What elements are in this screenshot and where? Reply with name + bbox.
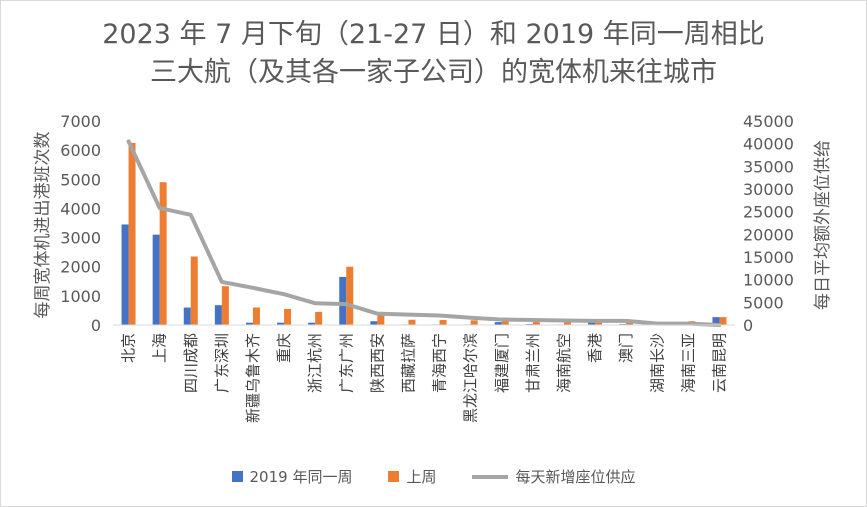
bar-2019 [370,321,378,325]
bar-2019 [245,322,253,325]
x-category-label: 青海西宁 [431,333,449,393]
bar-2019 [588,321,596,325]
bar-last-week [470,320,478,325]
chart-title-line-2: 三大航（及其各一家子公司）的宽体机来往城市 [150,57,717,88]
x-category-label: 海南航空 [555,333,573,393]
x-category-label: 香港 [586,333,604,363]
x-category-label: 新疆乌鲁木齐 [244,333,262,423]
y-right-tick-label: 0 [743,316,753,335]
x-category-label: 上海 [151,333,169,363]
bar-last-week [128,142,136,325]
y-axis-right-title: 每日平均额外座位供给 [813,140,833,310]
legend-swatch-daily-seats [472,474,509,479]
y-right-tick-label: 30000 [743,180,794,199]
x-category-label: 广东广州 [337,333,355,393]
legend-label-2019: 2019 年同一周 [249,468,353,486]
y-left-tick-label: 1000 [60,287,101,306]
bar-last-week [252,307,260,325]
y-right-tick-label: 5000 [743,293,784,312]
legend-swatch-last-week [388,471,400,482]
x-category-label: 澳门 [617,333,635,363]
bar-last-week [626,322,634,325]
bar-2019 [308,322,316,325]
bar-2019 [339,276,347,325]
x-category-label: 甘肃兰州 [524,333,542,393]
daily-seats-line [126,139,722,327]
bar-last-week [439,320,447,325]
y-left-tick-label: 4000 [60,199,101,218]
y-left-tick-label: 2000 [60,258,101,277]
bar-2019 [277,322,285,325]
x-category-label: 云南昆明 [710,333,728,393]
x-category-label: 西藏拉萨 [399,333,417,393]
x-category-label: 湖南长沙 [648,333,666,393]
bar-last-week [408,319,416,325]
x-category-label: 陕西西安 [368,333,386,393]
bar-last-week [284,308,292,325]
x-category-label: 浙江杭州 [306,333,324,393]
y-right-tick-label: 25000 [743,203,794,222]
bar-2019 [712,317,720,325]
legend: 2019 年同一周 上周 每天新增座位供应 [0,466,867,487]
y-axis-left-title: 每周宽体机进出港班次数 [33,132,53,319]
bar-last-week [315,311,323,325]
bar-last-week [159,182,167,325]
legend-swatch-2019 [231,471,243,482]
y-right-tick-label: 20000 [743,225,794,244]
bar-last-week [719,317,727,325]
x-category-label: 福建厦门 [493,333,511,393]
chart-title-line-1: 2023 年 7 月下旬（21-27 日）和 2019 年同一周相比 [102,19,765,50]
legend-item-2019: 2019 年同一周 [231,466,353,487]
legend-label-last-week: 上周 [406,468,437,486]
bar-last-week [190,256,198,325]
y-right-tick-label: 15000 [743,248,794,267]
y-left-tick-label: 3000 [60,229,101,248]
bar-2019 [494,322,502,325]
y-left-tick-label: 6000 [60,141,101,160]
bar-last-week [501,320,509,325]
bar-2019 [214,305,222,325]
bar-last-week [221,286,229,325]
legend-item-daily-seats: 每天新增座位供应 [472,466,635,487]
y-right-tick-label: 10000 [743,271,794,290]
legend-item-last-week: 上周 [388,466,436,487]
x-category-label: 北京 [120,333,138,363]
bar-last-week [346,266,354,325]
bar-2019 [152,234,160,325]
y-left-tick-label: 7000 [60,112,101,131]
legend-label-daily-seats: 每天新增座位供应 [515,468,636,486]
bar-last-week [532,322,540,325]
bar-2019 [183,307,191,325]
x-category-label: 海南三亚 [679,333,697,393]
bar-last-week [377,313,385,325]
x-category-label: 黑龙江哈尔滨 [462,333,480,423]
bar-2019 [121,224,129,325]
y-left-tick-label: 0 [91,316,101,335]
x-category-label: 四川成都 [182,333,200,393]
x-category-label: 广东深圳 [213,333,231,393]
y-right-tick-label: 40000 [743,135,794,154]
bar-last-week [563,320,571,325]
x-category-label: 重庆 [275,333,293,363]
y-right-tick-label: 35000 [743,157,794,176]
y-left-tick-label: 5000 [60,170,101,189]
y-right-tick-label: 45000 [743,112,794,131]
